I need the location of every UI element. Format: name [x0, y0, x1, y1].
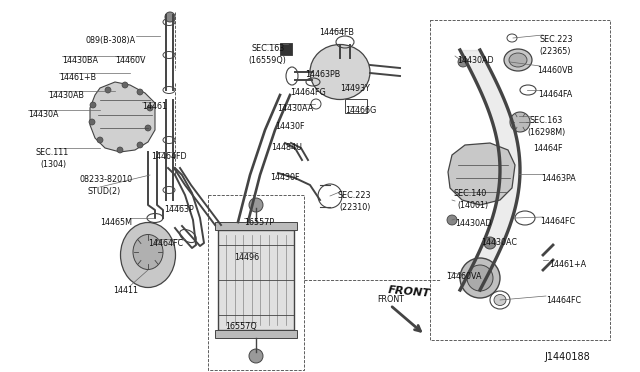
Text: J1440188: J1440188: [544, 352, 590, 362]
Text: 08233-82010: 08233-82010: [80, 175, 133, 184]
Ellipse shape: [494, 295, 506, 305]
Text: 14464FC: 14464FC: [148, 239, 183, 248]
Bar: [280, 43, 292, 55]
Bar: [430, 20, 610, 340]
Text: SEC.223: SEC.223: [539, 35, 573, 44]
Text: 16557P: 16557P: [244, 218, 274, 227]
Text: (16298M): (16298M): [527, 128, 565, 137]
Ellipse shape: [510, 112, 530, 132]
Text: 14430AD: 14430AD: [455, 219, 492, 228]
Ellipse shape: [467, 265, 493, 291]
Text: SEC.111: SEC.111: [36, 148, 69, 157]
Text: 14464FC: 14464FC: [546, 296, 581, 305]
Circle shape: [447, 215, 457, 225]
Text: 14430AD: 14430AD: [457, 56, 493, 65]
Text: 14463P: 14463P: [164, 205, 194, 214]
Text: 14430AB: 14430AB: [48, 91, 84, 100]
Text: SEC.163: SEC.163: [530, 116, 563, 125]
Circle shape: [484, 237, 496, 249]
Ellipse shape: [504, 49, 532, 71]
Circle shape: [105, 87, 111, 93]
Text: 14496: 14496: [234, 253, 259, 262]
Ellipse shape: [120, 222, 175, 288]
Ellipse shape: [509, 53, 527, 67]
Circle shape: [145, 125, 151, 131]
Circle shape: [249, 198, 263, 212]
Text: 14464FA: 14464FA: [538, 90, 572, 99]
Text: 14430F: 14430F: [275, 122, 305, 131]
Circle shape: [147, 105, 153, 111]
Text: (1304): (1304): [40, 160, 66, 169]
Text: 14463PB: 14463PB: [305, 70, 340, 79]
Bar: [218, 230, 294, 330]
Text: 14411: 14411: [113, 286, 138, 295]
Bar: [215, 330, 297, 338]
Circle shape: [90, 102, 96, 108]
Polygon shape: [90, 82, 155, 152]
Text: 14460V: 14460V: [115, 56, 145, 65]
Text: 14466G: 14466G: [345, 106, 376, 115]
Text: 14460VB: 14460VB: [537, 66, 573, 75]
Text: 14430AA: 14430AA: [277, 104, 313, 113]
Text: FRONT: FRONT: [388, 285, 431, 299]
Circle shape: [97, 137, 103, 143]
Bar: [208, 195, 304, 370]
Circle shape: [117, 147, 123, 153]
Text: 089(B-308)A: 089(B-308)A: [86, 36, 136, 45]
Text: 14464FC: 14464FC: [540, 217, 575, 226]
Circle shape: [122, 82, 128, 88]
Text: 14463PA: 14463PA: [541, 174, 576, 183]
Text: SEC.223: SEC.223: [337, 191, 371, 200]
Circle shape: [165, 12, 175, 22]
Text: 16557Q: 16557Q: [225, 322, 257, 331]
Text: 14461: 14461: [142, 102, 167, 111]
Ellipse shape: [460, 258, 500, 298]
Text: FRONT: FRONT: [377, 295, 404, 304]
Text: (16559Q): (16559Q): [248, 56, 286, 65]
Circle shape: [458, 57, 468, 67]
Text: 14430BA: 14430BA: [62, 56, 98, 65]
Text: 14464F: 14464F: [533, 144, 563, 153]
Text: SEC.140: SEC.140: [454, 189, 487, 198]
Text: (14001): (14001): [457, 201, 488, 210]
Circle shape: [89, 119, 95, 125]
Text: 14464FG: 14464FG: [290, 88, 326, 97]
Text: 14460VA: 14460VA: [446, 272, 481, 281]
Text: 14484U: 14484U: [271, 143, 302, 152]
Circle shape: [137, 89, 143, 95]
Ellipse shape: [133, 234, 163, 269]
Text: 14464FD: 14464FD: [151, 152, 187, 161]
Text: 14430F: 14430F: [270, 173, 300, 182]
Text: 14493Y: 14493Y: [340, 84, 370, 93]
Polygon shape: [448, 143, 515, 205]
Circle shape: [249, 349, 263, 363]
Text: 14430AC: 14430AC: [481, 238, 517, 247]
Bar: [215, 222, 297, 230]
Text: 14461+A: 14461+A: [549, 260, 586, 269]
Text: 14461+B: 14461+B: [59, 73, 96, 82]
Text: (22365): (22365): [539, 47, 570, 56]
Bar: [345, 99, 367, 113]
Text: (22310): (22310): [339, 203, 371, 212]
Text: 14465M: 14465M: [100, 218, 132, 227]
Text: 14430A: 14430A: [28, 110, 58, 119]
Ellipse shape: [310, 45, 370, 99]
Text: SEC.163: SEC.163: [252, 44, 285, 53]
Text: STUD(2): STUD(2): [88, 187, 121, 196]
Text: 14464FB: 14464FB: [319, 28, 354, 37]
Circle shape: [137, 142, 143, 148]
